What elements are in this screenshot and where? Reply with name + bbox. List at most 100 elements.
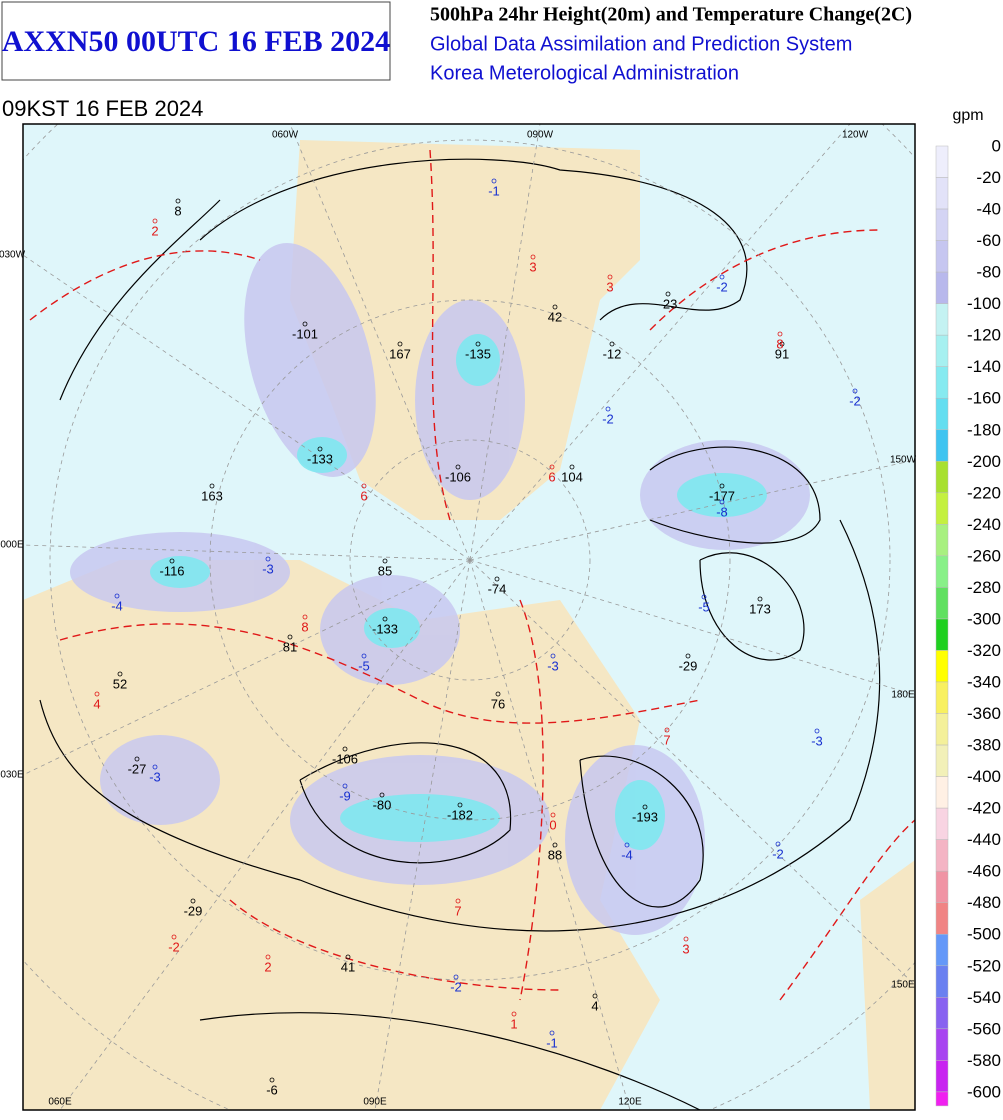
legend-label: -300 — [967, 609, 1001, 628]
temperature-warming-label: 6 — [360, 488, 367, 503]
temperature-cooling-label: -4 — [621, 847, 633, 862]
legend-label: -600 — [967, 1082, 1001, 1101]
temperature-warming-marker — [777, 331, 783, 337]
temperature-cooling-label: -3 — [262, 561, 274, 576]
height-change-marker — [685, 653, 691, 659]
height-change-label: 91 — [775, 346, 789, 361]
height-change-label: -101 — [292, 326, 318, 341]
height-change-marker — [317, 446, 323, 452]
longitude-label: 060W — [272, 130, 299, 141]
legend-label: -100 — [967, 294, 1001, 313]
height-change-marker — [169, 558, 175, 564]
temperature-warming-label: 8 — [776, 336, 783, 351]
legend-label: -400 — [967, 767, 1001, 786]
height-change-marker — [779, 341, 785, 347]
temperature-cooling-label: -9 — [339, 788, 351, 803]
height-change-marker — [665, 291, 671, 297]
temperature-warming-marker — [607, 274, 613, 280]
legend-label: -240 — [967, 515, 1001, 534]
temperature-cooling-label: -3 — [149, 769, 161, 784]
temperature-warming-label: 7 — [454, 903, 461, 918]
height-change-label: -6 — [266, 1082, 278, 1097]
agency: Korea Meterological Administration — [430, 62, 739, 84]
legend-swatch — [935, 744, 949, 777]
temperature-warming-marker — [530, 254, 536, 260]
legend-label: -420 — [967, 799, 1001, 818]
legend-swatch — [935, 1060, 949, 1093]
longitude-label: 030E — [0, 770, 24, 781]
legend-label: -360 — [967, 704, 1001, 723]
longitude-label: 090W — [527, 130, 554, 141]
legend-label: -40 — [976, 200, 1001, 219]
temperature-warming-label: 6 — [548, 469, 555, 484]
height-change-label: 76 — [491, 696, 505, 711]
legend-swatch — [935, 713, 949, 746]
height-change-label: 81 — [283, 639, 297, 654]
height-change-marker — [719, 483, 725, 489]
height-change-marker — [494, 576, 500, 582]
temperature-warming-label: -2 — [168, 939, 180, 954]
temperature-warming-label: 8 — [301, 619, 308, 634]
temperature-cooling-label: -2 — [716, 279, 728, 294]
temperature-warming-marker — [302, 614, 308, 620]
temperature-cooling-marker — [152, 764, 158, 770]
legend-unit: gpm — [952, 107, 983, 124]
legend-swatch — [935, 618, 949, 651]
height-change-label: -116 — [159, 563, 184, 578]
height-change-label: -193 — [632, 809, 658, 824]
height-change-marker — [475, 341, 481, 347]
height-change-marker — [287, 634, 293, 640]
height-change-label: 88 — [548, 847, 562, 862]
code-box — [1, 1, 391, 81]
height-change-marker — [117, 671, 123, 677]
legend-label: -140 — [967, 357, 1001, 376]
temperature-warming-label: 3 — [529, 259, 536, 274]
temperature-cooling-label: -2 — [602, 411, 614, 426]
legend-label: -520 — [967, 956, 1001, 975]
legend-swatch — [935, 334, 949, 367]
legend-swatch — [935, 839, 949, 872]
legend-label: -220 — [967, 483, 1001, 502]
height-change-label: -133 — [372, 621, 398, 636]
legend-label: -340 — [967, 672, 1001, 691]
temperature-warming-marker — [683, 936, 689, 942]
temperature-cooling-label: -2 — [849, 393, 861, 408]
temperature-cooling-marker — [550, 653, 556, 659]
height-change-label: 42 — [548, 309, 562, 324]
height-change-marker — [190, 898, 196, 904]
legend-swatch — [935, 650, 949, 683]
height-change-label: -133 — [307, 451, 333, 466]
height-change-marker — [379, 792, 385, 798]
temperature-cooling-label: -5 — [358, 658, 370, 673]
temperature-cooling-marker — [361, 653, 367, 659]
legend-swatch — [935, 1091, 949, 1107]
height-change-marker — [175, 198, 181, 204]
temperature-warming-marker — [550, 812, 556, 818]
temperature-warming-marker — [265, 954, 271, 960]
temperature-cooling-marker — [265, 556, 271, 562]
height-change-marker — [552, 304, 558, 310]
height-change-marker — [269, 1077, 275, 1083]
height-change-label: -23 — [659, 296, 678, 311]
temperature-cooling-marker — [342, 783, 348, 789]
longitude-label: 150W — [890, 455, 917, 466]
legend-swatch — [935, 145, 949, 178]
legend-label: -560 — [967, 1019, 1001, 1038]
legend-swatch — [935, 997, 949, 1030]
temperature-warming-marker — [549, 464, 555, 470]
height-change-label: 85 — [378, 563, 392, 578]
temperature-warming-label: 7 — [663, 732, 670, 747]
legend-swatch — [935, 366, 949, 399]
temperature-cooling-marker — [814, 728, 820, 734]
legend-label: -280 — [967, 578, 1001, 597]
map-frame — [22, 123, 916, 1111]
height-change-marker — [209, 483, 215, 489]
legend-swatch — [935, 397, 949, 430]
temperature-cooling-marker — [775, 841, 781, 847]
legend-label: -500 — [967, 925, 1001, 944]
height-change-label: 104 — [561, 469, 583, 484]
code-box-text: AXXN50 00UTC 16 FEB 2024 — [2, 25, 390, 58]
height-change-marker — [457, 802, 463, 808]
valid-time: 09KST 16 FEB 2024 — [2, 96, 203, 121]
